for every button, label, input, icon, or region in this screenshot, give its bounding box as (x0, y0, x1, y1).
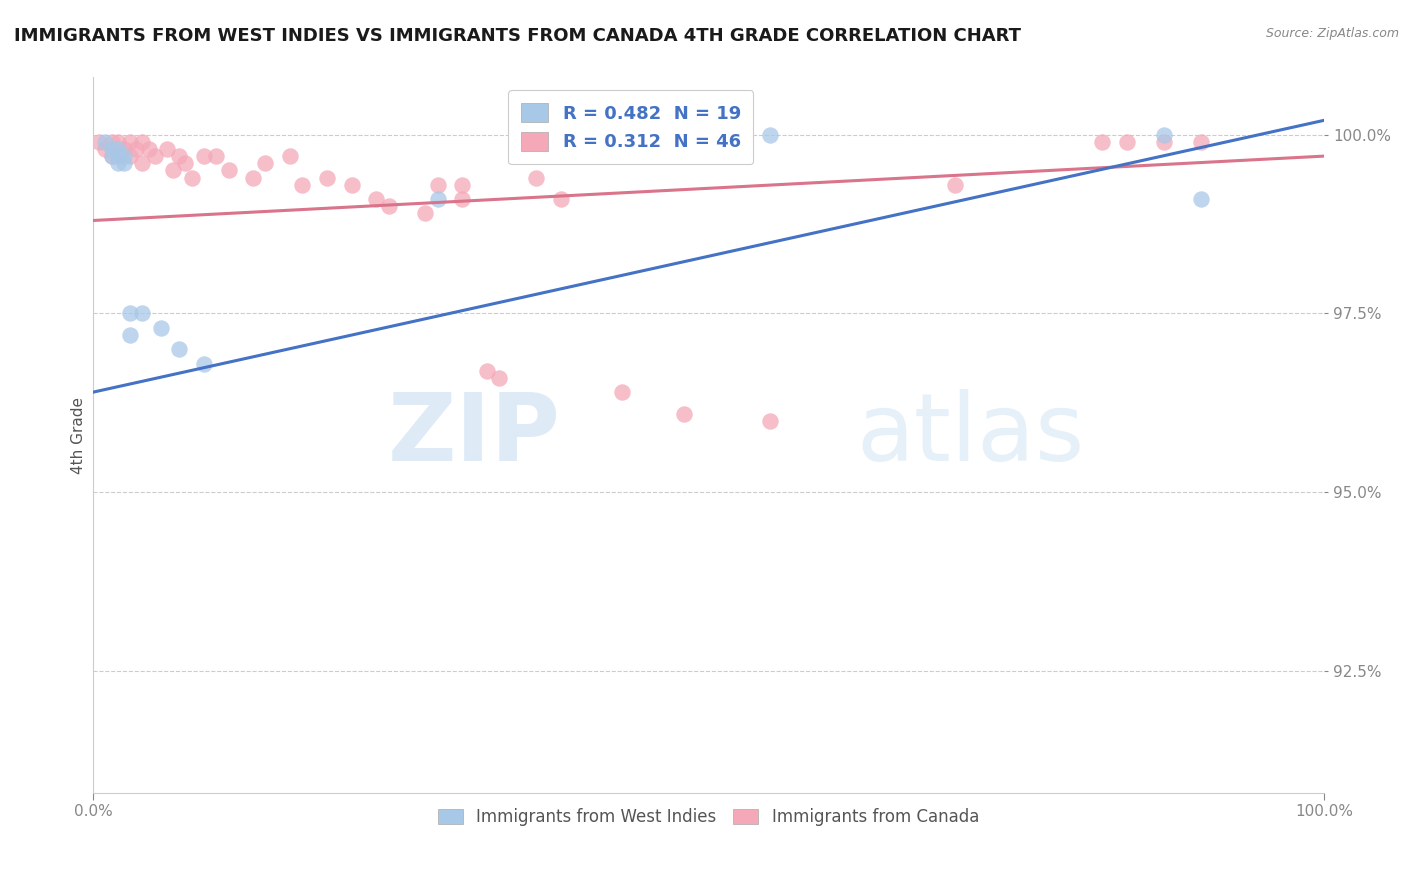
Point (112, 142, 135, 156)
Point (366, 192, 388, 206)
Y-axis label: 4th Grade: 4th Grade (72, 397, 86, 474)
Point (550, 192, 572, 206)
Point (291, 178, 314, 192)
Point (94, 135, 117, 149)
Point (377, 199, 399, 213)
Point (120, 327, 142, 342)
Text: Source: ZipAtlas.com: Source: ZipAtlas.com (1265, 27, 1399, 40)
Point (218, 163, 240, 178)
Point (672, 407, 695, 421)
Point (524, 170, 547, 185)
Point (759, 128, 782, 142)
Point (107, 135, 129, 149)
Point (107, 149, 129, 163)
Point (94, 142, 117, 156)
Point (89, 135, 111, 149)
Point (107, 142, 129, 156)
Point (721, 128, 744, 142)
Point (1153, 135, 1175, 149)
Point (125, 142, 148, 156)
Point (612, 385, 634, 400)
Point (169, 149, 191, 163)
Point (156, 142, 179, 156)
Point (193, 149, 215, 163)
Point (120, 306, 142, 320)
Point (131, 306, 153, 320)
Point (174, 156, 197, 170)
Point (100, 142, 122, 156)
Text: atlas: atlas (856, 389, 1084, 481)
Point (100, 149, 122, 163)
Point (112, 156, 135, 170)
Point (107, 156, 129, 170)
Point (193, 357, 215, 371)
Legend: Immigrants from West Indies, Immigrants from Canada: Immigrants from West Indies, Immigrants … (430, 800, 987, 834)
Text: IMMIGRANTS FROM WEST INDIES VS IMMIGRANTS FROM CANADA 4TH GRADE CORRELATION CHAR: IMMIGRANTS FROM WEST INDIES VS IMMIGRANT… (14, 27, 1021, 45)
Point (426, 192, 449, 206)
Point (943, 178, 966, 192)
Point (278, 149, 301, 163)
Point (205, 149, 228, 163)
Point (340, 178, 363, 192)
Point (120, 135, 142, 149)
Point (100, 135, 122, 149)
Point (1189, 135, 1212, 149)
Point (120, 149, 142, 163)
Point (426, 178, 449, 192)
Point (1116, 135, 1139, 149)
Point (1153, 128, 1175, 142)
Point (180, 170, 202, 185)
Point (131, 156, 153, 170)
Point (254, 156, 277, 170)
Point (451, 192, 474, 206)
Point (107, 149, 129, 163)
Point (242, 170, 264, 185)
Point (100, 149, 122, 163)
Point (415, 206, 437, 220)
Text: ZIP: ZIP (388, 389, 561, 481)
Point (759, 414, 782, 428)
Point (475, 364, 498, 378)
Point (1091, 135, 1114, 149)
Point (138, 142, 160, 156)
Point (488, 371, 510, 385)
Point (131, 135, 153, 149)
Point (451, 178, 474, 192)
Point (169, 343, 191, 357)
Point (149, 320, 172, 334)
Point (316, 170, 339, 185)
Point (1189, 192, 1212, 206)
Point (143, 149, 166, 163)
Point (162, 163, 184, 178)
Point (112, 149, 135, 163)
